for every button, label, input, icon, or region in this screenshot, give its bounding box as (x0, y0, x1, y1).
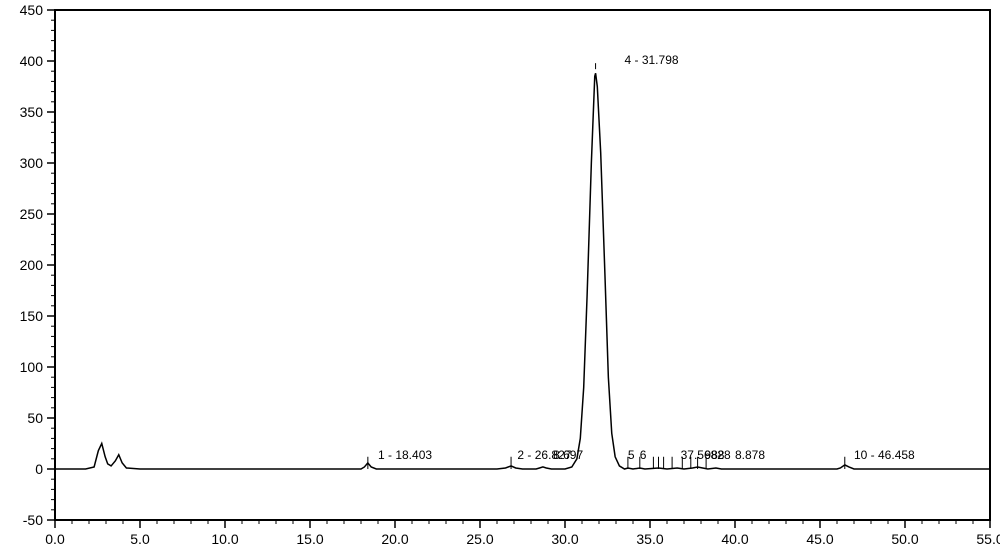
x-tick-label: 10.0 (211, 531, 238, 547)
peak-label-p5: 5 (628, 448, 635, 462)
chart-background (0, 0, 1000, 556)
x-tick-label: 40.0 (721, 531, 748, 547)
peak-label-p9: 8.878 (735, 448, 765, 462)
y-tick-label: 300 (20, 155, 44, 171)
y-tick-label: 350 (20, 104, 44, 120)
y-tick-label: 150 (20, 308, 44, 324)
x-tick-label: 55.0 (976, 531, 1000, 547)
x-tick-label: 20.0 (381, 531, 408, 547)
x-tick-label: 25.0 (466, 531, 493, 547)
y-tick-label: 400 (20, 53, 44, 69)
x-tick-label: 30.0 (551, 531, 578, 547)
peak-label-p2-overlap: 8.697 (553, 448, 583, 462)
x-tick-label: 15.0 (296, 531, 323, 547)
y-tick-label: 100 (20, 359, 44, 375)
y-tick-label: 450 (20, 2, 44, 18)
y-tick-label: -50 (23, 512, 43, 528)
x-tick-label: 45.0 (806, 531, 833, 547)
x-tick-label: 35.0 (636, 531, 663, 547)
x-tick-label: 0.0 (45, 531, 65, 547)
peak-label-p10: 10 - 46.458 (854, 448, 915, 462)
y-tick-label: 200 (20, 257, 44, 273)
x-tick-label: 50.0 (891, 531, 918, 547)
peak-label-p1: 1 - 18.403 (378, 448, 432, 462)
peak-label-p8: 988 (704, 448, 724, 462)
peak-label-p6: 6 (640, 448, 647, 462)
main-peak-label: 4 - 31.798 (625, 53, 679, 67)
x-tick-label: 5.0 (130, 531, 150, 547)
y-tick-label: 50 (27, 410, 43, 426)
y-tick-label: 250 (20, 206, 44, 222)
y-tick-label: 0 (35, 461, 43, 477)
chromatogram-chart: 0.05.010.015.020.025.030.035.040.045.050… (0, 0, 1000, 556)
